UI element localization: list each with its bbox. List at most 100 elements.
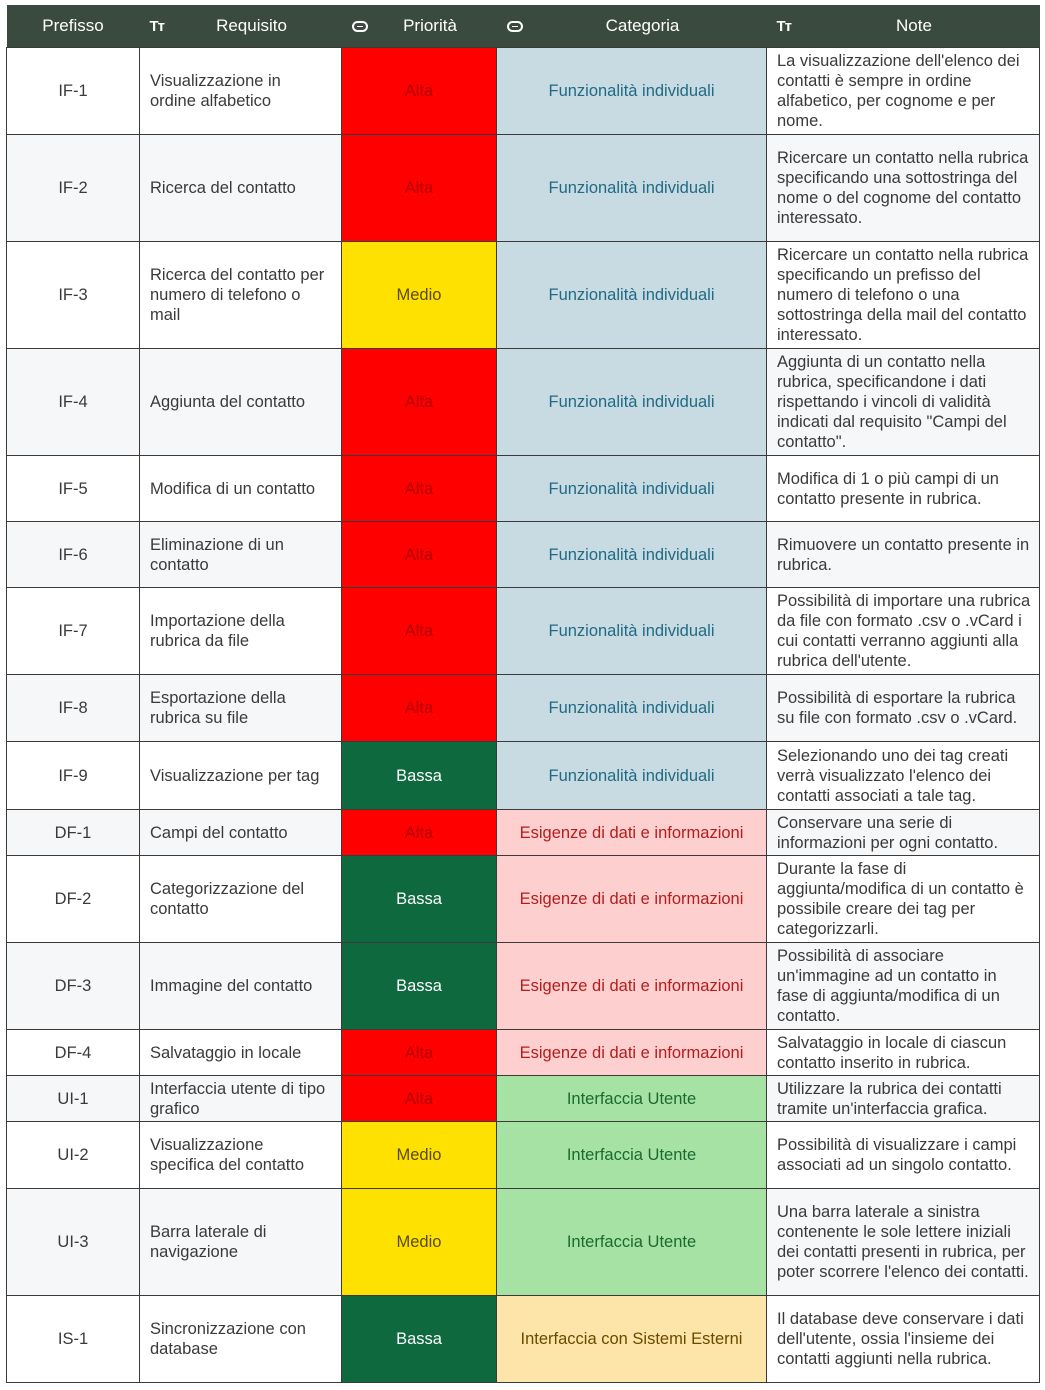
cell-prefisso[interactable]: DF-4 xyxy=(6,1029,140,1076)
cell-note[interactable]: Durante la fase di aggiunta/modifica di … xyxy=(766,855,1040,943)
cell-prefisso[interactable]: UI-2 xyxy=(6,1121,140,1189)
cell-categoria[interactable]: Interfaccia Utente xyxy=(496,1075,767,1122)
table-row[interactable]: UI-2 Visualizzazione specifica del contat… xyxy=(6,1121,1040,1189)
cell-priorita[interactable]: Alta xyxy=(341,47,497,135)
header-categoria[interactable]: Categoria xyxy=(496,5,767,48)
cell-requisito[interactable]: Campi del contatto xyxy=(139,809,342,856)
table-row[interactable]: IF-2 Ricerca del contatto Alta Funzionalità… xyxy=(6,134,1040,242)
cell-requisito[interactable]: Visualizzazione specifica del contatto xyxy=(139,1121,342,1189)
cell-prefisso[interactable]: IF-1 xyxy=(6,47,140,135)
cell-priorita[interactable]: Bassa xyxy=(341,1295,497,1383)
cell-priorita[interactable]: Bassa xyxy=(341,942,497,1030)
cell-prefisso[interactable]: IS-1 xyxy=(6,1295,140,1383)
header-priorita[interactable]: Priorità xyxy=(341,5,497,48)
cell-note[interactable]: Utilizzare la rubrica dei contatti trami… xyxy=(766,1075,1040,1122)
cell-requisito[interactable]: Sincronizzazione con database xyxy=(139,1295,342,1383)
cell-note[interactable]: Ricercare un contatto nella rubrica spec… xyxy=(766,134,1040,242)
header-prefisso[interactable]: Prefisso xyxy=(6,5,140,48)
cell-prefisso[interactable]: UI-3 xyxy=(6,1188,140,1296)
header-note[interactable]: Tт Note xyxy=(766,5,1040,48)
table-row[interactable]: IF-9 Visualizzazione per tag Bassa Funziona… xyxy=(6,741,1040,810)
table-row[interactable]: DF-2 Categorizzazione del contatto Bassa Es… xyxy=(6,855,1040,943)
cell-categoria[interactable]: Funzionalità individuali xyxy=(496,348,767,456)
cell-note[interactable]: Aggiunta di un contatto nella rubrica, s… xyxy=(766,348,1040,456)
cell-note[interactable]: Ricercare un contatto nella rubrica spec… xyxy=(766,241,1040,349)
cell-requisito[interactable]: Ricerca del contatto xyxy=(139,134,342,242)
table-row[interactable]: IF-4 Aggiunta del contatto Alta Funzionalit… xyxy=(6,348,1040,456)
cell-categoria[interactable]: Interfaccia con Sistemi Esterni xyxy=(496,1295,767,1383)
table-row[interactable]: IF-1 Visualizzazione in ordine alfabetico… xyxy=(6,47,1040,135)
table-row[interactable]: IF-7 Importazione della rubrica da file Al… xyxy=(6,587,1040,675)
cell-priorita[interactable]: Alta xyxy=(341,134,497,242)
cell-categoria[interactable]: Funzionalità individuali xyxy=(496,134,767,242)
cell-priorita[interactable]: Alta xyxy=(341,1029,497,1076)
cell-note[interactable]: Possibilità di associare un'immagine ad … xyxy=(766,942,1040,1030)
table-row[interactable]: IF-3 Ricerca del contatto per numero di t… xyxy=(6,241,1040,349)
cell-note[interactable]: La visualizzazione dell'elenco dei conta… xyxy=(766,47,1040,135)
cell-prefisso[interactable]: IF-7 xyxy=(6,587,140,675)
table-row[interactable]: DF-4 Salvataggio in locale Alta Esigenze di… xyxy=(6,1029,1040,1076)
cell-categoria[interactable]: Funzionalità individuali xyxy=(496,521,767,588)
table-row[interactable]: DF-1 Campi del contatto Alta Esigenze di da… xyxy=(6,809,1040,856)
cell-categoria[interactable]: Esigenze di dati e informazioni xyxy=(496,942,767,1030)
cell-priorita[interactable]: Alta xyxy=(341,348,497,456)
cell-requisito[interactable]: Visualizzazione per tag xyxy=(139,741,342,810)
table-row[interactable]: IF-8 Esportazione della rubrica su file Al… xyxy=(6,674,1040,742)
cell-requisito[interactable]: Categorizzazione del contatto xyxy=(139,855,342,943)
cell-priorita[interactable]: Medio xyxy=(341,1188,497,1296)
cell-categoria[interactable]: Interfaccia Utente xyxy=(496,1121,767,1189)
cell-requisito[interactable]: Ricerca del contatto per numero di telef… xyxy=(139,241,342,349)
cell-note[interactable]: Possibilità di esportare la rubrica su f… xyxy=(766,674,1040,742)
cell-categoria[interactable]: Esigenze di dati e informazioni xyxy=(496,809,767,856)
cell-prefisso[interactable]: IF-6 xyxy=(6,521,140,588)
cell-requisito[interactable]: Aggiunta del contatto xyxy=(139,348,342,456)
cell-priorita[interactable]: Alta xyxy=(341,455,497,522)
table-row[interactable]: IS-1 Sincronizzazione con database Bassa In… xyxy=(6,1295,1040,1383)
cell-prefisso[interactable]: UI-1 xyxy=(6,1075,140,1122)
cell-prefisso[interactable]: IF-5 xyxy=(6,455,140,522)
table-row[interactable]: DF-3 Immagine del contatto Bassa Esigenze d… xyxy=(6,942,1040,1030)
cell-note[interactable]: Il database deve conservare i dati dell'… xyxy=(766,1295,1040,1383)
cell-prefisso[interactable]: IF-2 xyxy=(6,134,140,242)
cell-requisito[interactable]: Barra laterale di navigazione xyxy=(139,1188,342,1296)
header-requisito[interactable]: Tт Requisito xyxy=(139,5,342,48)
cell-categoria[interactable]: Esigenze di dati e informazioni xyxy=(496,1029,767,1076)
cell-priorita[interactable]: Bassa xyxy=(341,855,497,943)
cell-note[interactable]: Possibilità di visualizzare i campi asso… xyxy=(766,1121,1040,1189)
cell-note[interactable]: Salvataggio in locale di ciascun contatt… xyxy=(766,1029,1040,1076)
cell-categoria[interactable]: Funzionalità individuali xyxy=(496,241,767,349)
cell-priorita[interactable]: Medio xyxy=(341,1121,497,1189)
cell-prefisso[interactable]: DF-3 xyxy=(6,942,140,1030)
cell-categoria[interactable]: Funzionalità individuali xyxy=(496,455,767,522)
cell-prefisso[interactable]: DF-2 xyxy=(6,855,140,943)
cell-priorita[interactable]: Alta xyxy=(341,674,497,742)
cell-prefisso[interactable]: IF-4 xyxy=(6,348,140,456)
cell-categoria[interactable]: Funzionalità individuali xyxy=(496,741,767,810)
cell-categoria[interactable]: Funzionalità individuali xyxy=(496,47,767,135)
table-row[interactable]: IF-5 Modifica di un contatto Alta Funzional… xyxy=(6,455,1040,522)
cell-requisito[interactable]: Esportazione della rubrica su file xyxy=(139,674,342,742)
cell-priorita[interactable]: Alta xyxy=(341,1075,497,1122)
cell-categoria[interactable]: Funzionalità individuali xyxy=(496,587,767,675)
cell-prefisso[interactable]: DF-1 xyxy=(6,809,140,856)
cell-categoria[interactable]: Funzionalità individuali xyxy=(496,674,767,742)
cell-note[interactable]: Possibilità di importare una rubrica da … xyxy=(766,587,1040,675)
cell-requisito[interactable]: Modifica di un contatto xyxy=(139,455,342,522)
cell-prefisso[interactable]: IF-3 xyxy=(6,241,140,349)
cell-categoria[interactable]: Esigenze di dati e informazioni xyxy=(496,855,767,943)
cell-priorita[interactable]: Bassa xyxy=(341,741,497,810)
cell-note[interactable]: Una barra laterale a sinistra contenente… xyxy=(766,1188,1040,1296)
table-row[interactable]: UI-1 Interfaccia utente di tipo grafico Al… xyxy=(6,1075,1040,1122)
cell-requisito[interactable]: Visualizzazione in ordine alfabetico xyxy=(139,47,342,135)
cell-note[interactable]: Rimuovere un contatto presente in rubric… xyxy=(766,521,1040,588)
cell-requisito[interactable]: Salvataggio in locale xyxy=(139,1029,342,1076)
cell-prefisso[interactable]: IF-9 xyxy=(6,741,140,810)
cell-priorita[interactable]: Alta xyxy=(341,587,497,675)
cell-requisito[interactable]: Importazione della rubrica da file xyxy=(139,587,342,675)
cell-categoria[interactable]: Interfaccia Utente xyxy=(496,1188,767,1296)
cell-note[interactable]: Modifica di 1 o più campi di un contatto… xyxy=(766,455,1040,522)
cell-note[interactable]: Conservare una serie di informazioni per… xyxy=(766,809,1040,856)
table-row[interactable]: IF-6 Eliminazione di un contatto Alta Funzi… xyxy=(6,521,1040,588)
cell-requisito[interactable]: Eliminazione di un contatto xyxy=(139,521,342,588)
cell-requisito[interactable]: Interfaccia utente di tipo grafico xyxy=(139,1075,342,1122)
